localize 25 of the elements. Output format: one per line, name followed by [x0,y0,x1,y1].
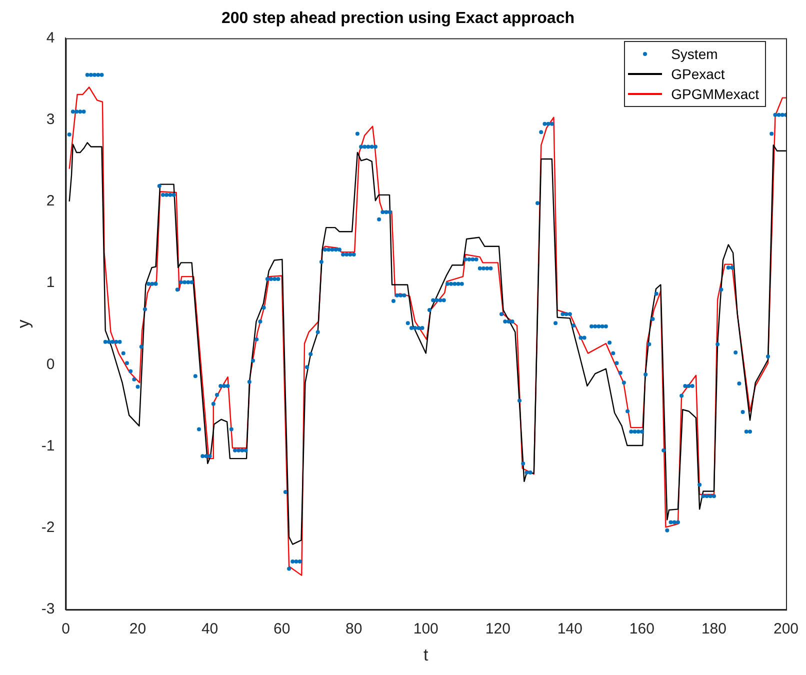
x-tick-label: 120 [485,620,510,638]
y-tick-label: -3 [41,600,55,618]
y-tick-label: 2 [46,192,55,210]
legend-label: System [671,46,718,62]
y-tick-label: -2 [41,519,55,536]
x-tick-label: 0 [62,620,70,638]
x-tick-label: 140 [557,620,582,638]
x-tick-label: 20 [129,620,146,638]
x-tick-label: 60 [273,620,290,638]
x-tick-label: 200 [773,620,799,638]
y-axis-title: y [14,319,33,328]
legend-label: GPexact [671,66,725,82]
x-tick-label: 160 [629,620,654,638]
y-tick-label: -1 [41,437,55,454]
y-tick-label: 3 [46,110,55,128]
y-tick-label: 0 [46,356,55,373]
x-tick-label: 180 [701,620,726,638]
y-tick-label: 4 [46,29,55,46]
x-tick-label: 80 [346,620,362,638]
x-axis-title: t [424,645,428,664]
x-tick-label: 100 [413,620,438,638]
chart-title: 200 step ahead prection using Exact approach [222,10,574,28]
legend-label: GPGMMexact [671,86,759,102]
x-tick-label: 40 [201,620,218,638]
y-tick-label: 1 [46,274,55,292]
